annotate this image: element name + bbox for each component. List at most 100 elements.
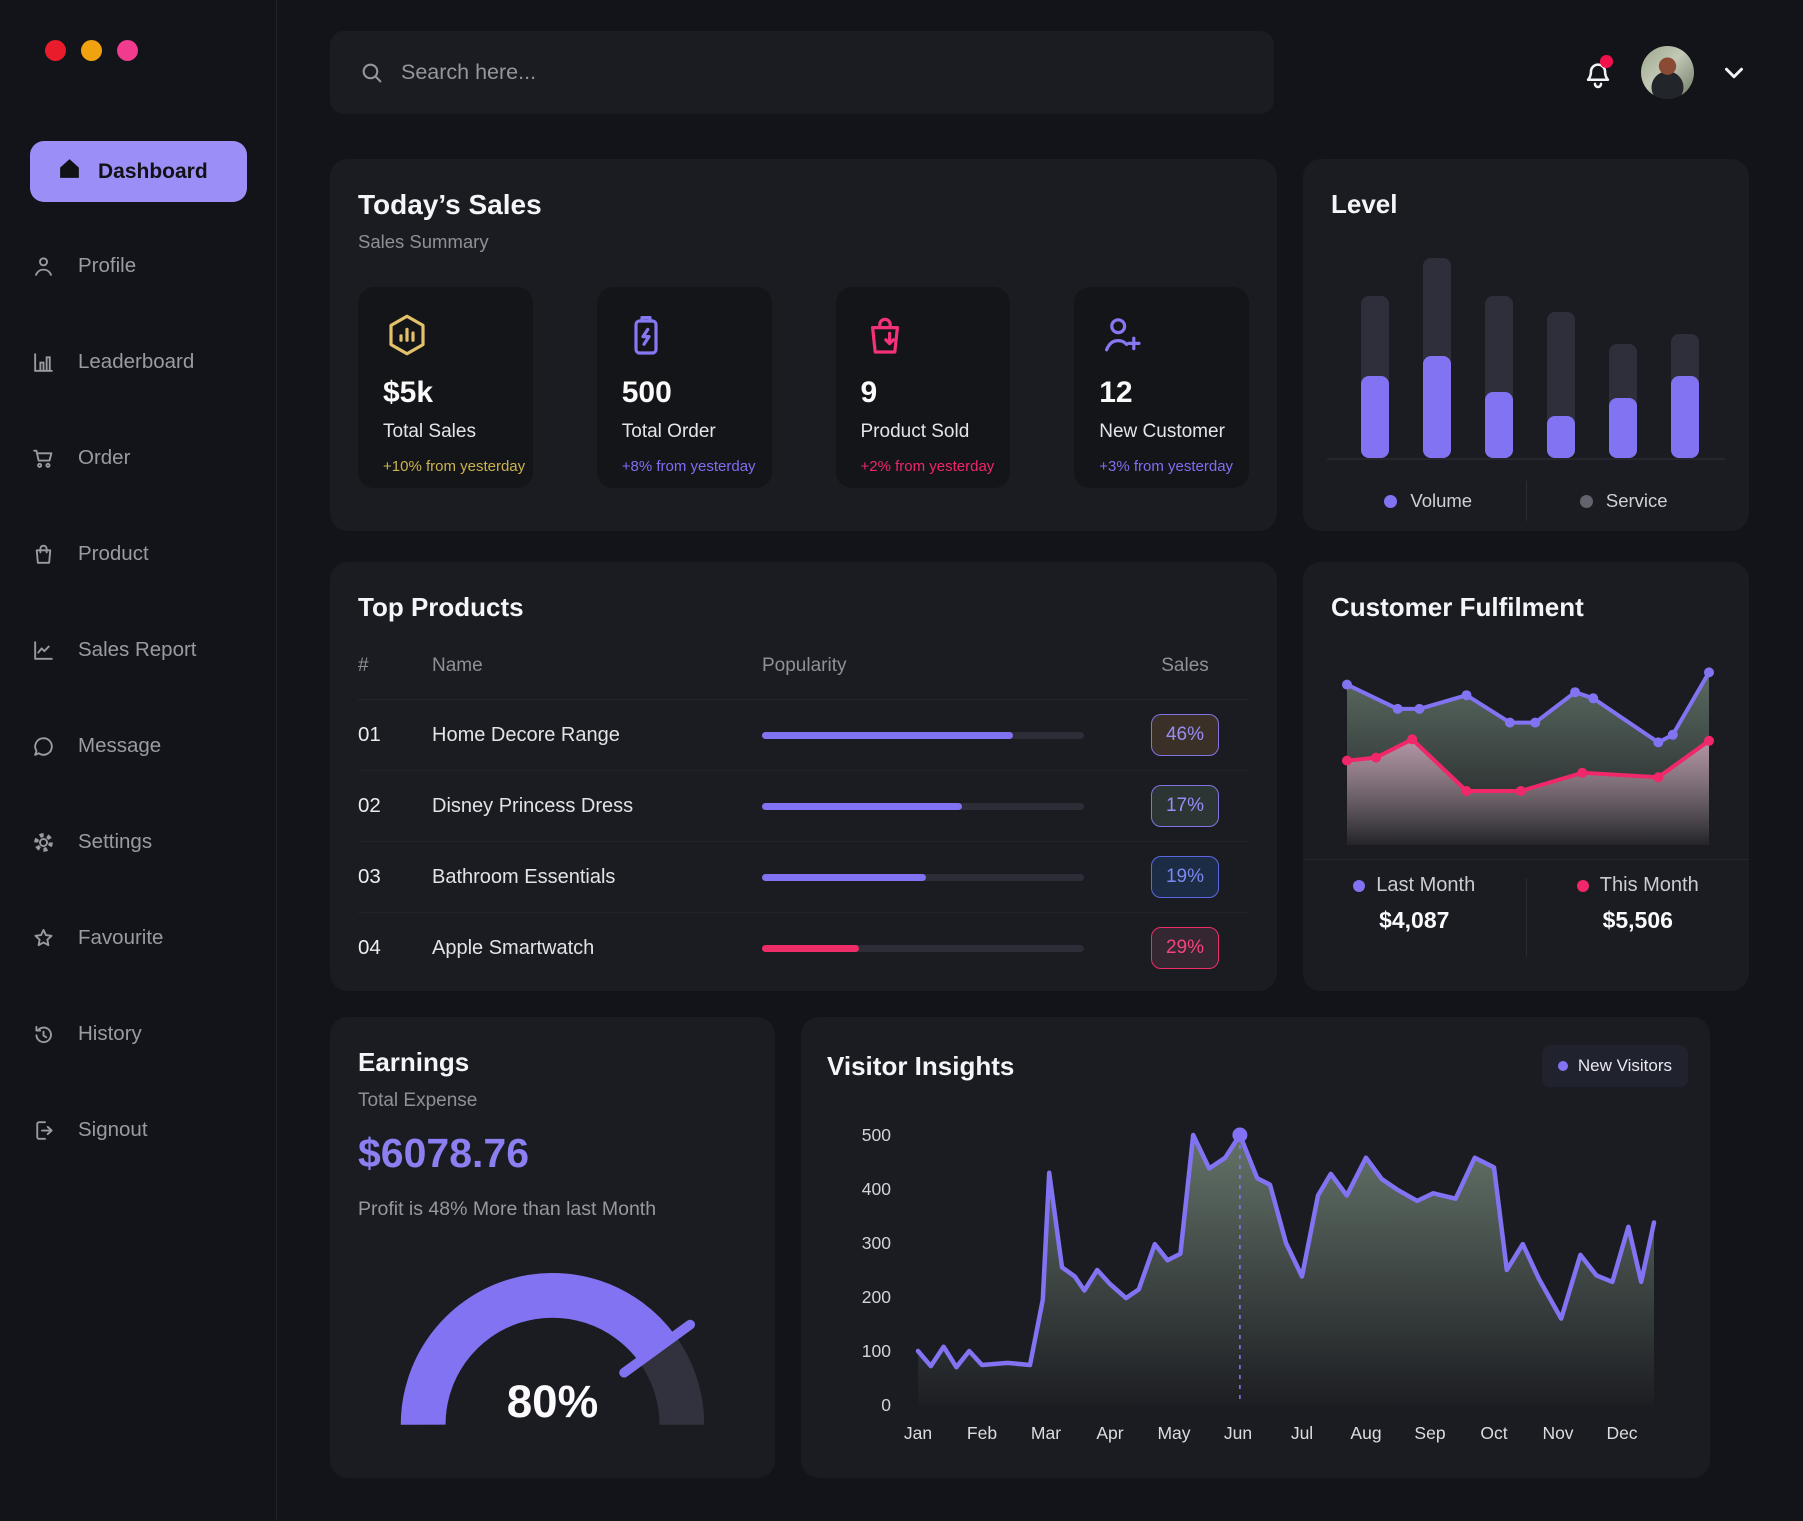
sidebar-item-signout[interactable]: Signout <box>30 1110 276 1150</box>
earnings-card: Earnings Total Expense $6078.76 Profit i… <box>330 1017 775 1478</box>
sidebar-item-leaderboard[interactable]: Leaderboard <box>30 342 276 382</box>
sidebar-item-settings[interactable]: Settings <box>30 822 276 862</box>
svg-text:Nov: Nov <box>1542 1423 1573 1443</box>
sidebar-item-label: Dashboard <box>98 159 208 183</box>
todays-sales-card: Today’s Sales Sales Summary $5k Total Sa… <box>330 159 1277 531</box>
notification-dot <box>1600 54 1613 68</box>
sidebar-item-message[interactable]: Message <box>30 726 276 766</box>
chevron-down-icon[interactable] <box>1719 58 1749 88</box>
message-icon <box>30 733 56 759</box>
stat-value: $5k <box>383 376 434 409</box>
svg-text:400: 400 <box>862 1179 891 1199</box>
leaderboard-icon <box>30 349 56 375</box>
sidebar-item-dashboard[interactable]: Dashboard <box>30 141 247 202</box>
cart-icon <box>30 445 56 471</box>
visitor-insights-title: Visitor Insights <box>827 1050 1015 1081</box>
sidebar-item-label: Message <box>78 734 162 757</box>
stat-card-new-customer[interactable]: 12 New Customer +3% from yesterday <box>1074 287 1249 488</box>
sidebar-item-label: Favourite <box>78 926 164 949</box>
svg-text:200: 200 <box>862 1287 891 1307</box>
legend-dot <box>1353 879 1366 892</box>
earnings-subtitle: Total Expense <box>358 1090 478 1111</box>
stat-label: Total Sales <box>383 421 476 442</box>
stat-change: +3% from yesterday <box>1099 458 1234 475</box>
svg-text:500: 500 <box>862 1125 891 1145</box>
sidebar-item-favourite[interactable]: Favourite <box>30 918 276 958</box>
level-bar-chart <box>1327 228 1725 460</box>
legend-dot <box>1579 494 1593 508</box>
product-number: 04 <box>358 936 381 959</box>
top-products-card: Top Products # Name Popularity Sales 01 … <box>330 562 1277 991</box>
sales-badge: 46% <box>1151 714 1219 756</box>
topbar-actions <box>1580 46 1749 99</box>
sidebar-item-label: Sales Report <box>78 638 197 661</box>
signout-icon <box>30 1117 56 1143</box>
earnings-amount: $6078.76 <box>358 1130 530 1176</box>
window-dot-1[interactable] <box>45 40 66 61</box>
product-row-disney-princess-dress[interactable]: 02 Disney Princess Dress 17% <box>358 771 1249 842</box>
svg-text:Jan: Jan <box>904 1423 932 1443</box>
search-icon <box>362 63 382 83</box>
sidebar-item-label: History <box>78 1022 142 1045</box>
svg-text:Oct: Oct <box>1480 1423 1507 1443</box>
stat-card-total-sales[interactable]: $5k Total Sales +10% from yesterday <box>358 287 533 488</box>
stat-change: +2% from yesterday <box>860 458 995 475</box>
avatar[interactable] <box>1641 46 1694 99</box>
stat-change: +8% from yesterday <box>621 458 756 475</box>
sidebar-item-order[interactable]: Order <box>30 438 276 478</box>
todays-sales-subtitle: Sales Summary <box>358 231 489 252</box>
cf-legend-value: $4,087 <box>1379 907 1450 933</box>
gear-icon <box>30 829 56 855</box>
search-bar[interactable]: Search here... <box>330 31 1274 114</box>
visitor-insights-chart: 500 400 300 200 100 0 Jan Feb Mar Apr May Jun Jul Au… <box>827 1087 1690 1458</box>
window-dots <box>45 40 276 61</box>
sidebar-item-label: Signout <box>78 1118 148 1141</box>
customer-fulfilment-chart <box>1331 633 1721 853</box>
svg-text:Feb: Feb <box>967 1423 997 1443</box>
window-dot-2[interactable] <box>81 40 102 61</box>
level-bar-group <box>1423 258 1451 458</box>
level-volume-bar <box>1671 376 1699 458</box>
product-name: Apple Smartwatch <box>432 936 595 959</box>
product-row-bathroom-essentials[interactable]: 03 Bathroom Essentials 19% <box>358 842 1249 913</box>
legend-dot <box>1576 879 1589 892</box>
product-row-home-decore-range[interactable]: 01 Home Decore Range 46% <box>358 700 1249 771</box>
product-row-apple-smartwatch[interactable]: 04 Apple Smartwatch 29% <box>358 913 1249 983</box>
svg-text:Mar: Mar <box>1031 1423 1061 1443</box>
sidebar-item-profile[interactable]: Profile <box>30 246 276 286</box>
sidebar-item-product[interactable]: Product <box>30 534 276 574</box>
sidebar-item-label: Profile <box>78 254 137 277</box>
col-sales: Sales <box>1161 655 1209 676</box>
bell-icon <box>1586 62 1610 88</box>
popularity-fill <box>762 873 927 881</box>
topbar: Search here... <box>330 31 1749 114</box>
svg-text:100: 100 <box>862 1341 891 1361</box>
new-visitors-dot <box>1557 1061 1568 1071</box>
sidebar-item-sales-report[interactable]: Sales Report <box>30 630 276 670</box>
stat-label: New Customer <box>1099 421 1225 442</box>
svg-text:Apr: Apr <box>1096 1423 1123 1443</box>
window-dot-3[interactable] <box>117 40 138 61</box>
level-bar-group <box>1361 296 1389 458</box>
customer-fulfilment-title: Customer Fulfilment <box>1331 592 1584 622</box>
home-icon <box>57 156 82 187</box>
level-legend-volume: Volume <box>1331 490 1526 512</box>
sales-badge: 19% <box>1151 856 1219 898</box>
svg-text:Jun: Jun <box>1224 1423 1252 1443</box>
sales-hexagon-icon <box>383 311 533 364</box>
star-icon <box>30 925 56 951</box>
bag-down-icon <box>861 311 1011 364</box>
popularity-fill <box>762 944 859 952</box>
sales-badge: 17% <box>1151 785 1219 827</box>
stat-card-total-order[interactable]: 500 Total Order +8% from yesterday <box>596 287 772 488</box>
product-name: Home Decore Range <box>432 723 620 746</box>
popularity-track <box>762 731 1084 739</box>
legend-dot <box>1384 494 1398 508</box>
level-bar-group <box>1609 344 1637 458</box>
notifications-button[interactable] <box>1580 54 1616 91</box>
visitor-insights-card: Visitor Insights New Visitors 500 400 300 2… <box>801 1017 1710 1478</box>
level-baseline <box>1327 458 1725 460</box>
stat-card-product-sold[interactable]: 9 Product Sold +2% from yesterday <box>835 287 1011 488</box>
product-number: 02 <box>358 794 381 817</box>
sidebar-item-history[interactable]: History <box>30 1014 276 1054</box>
